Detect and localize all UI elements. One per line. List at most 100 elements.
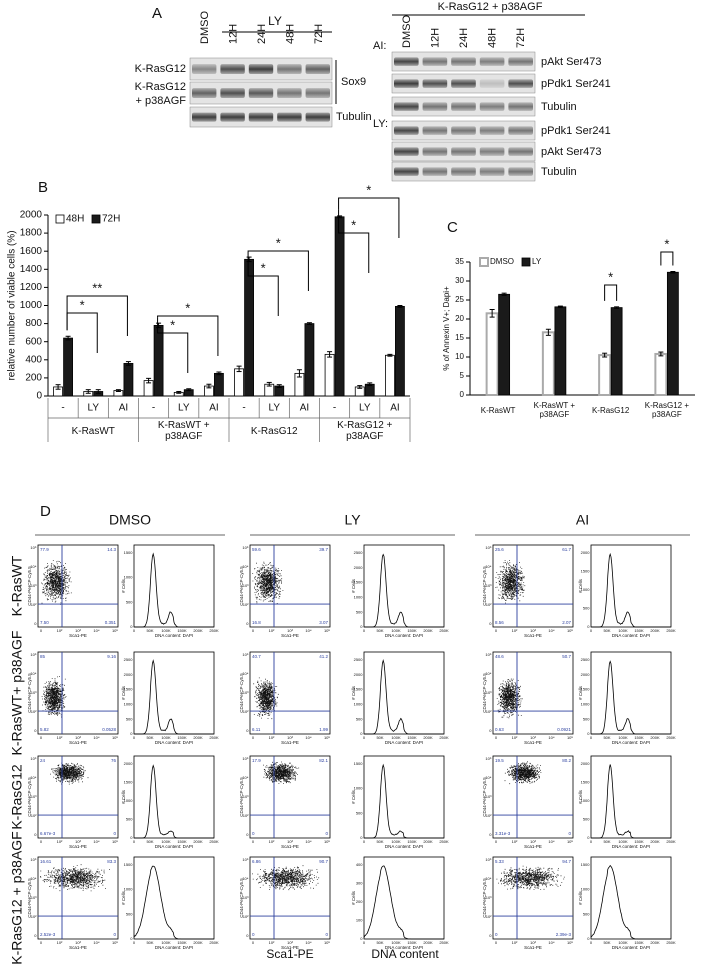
y-tick-label: 15 [455,333,464,342]
scatter-y-tick: 10³ [486,794,492,799]
significance-label: * [366,182,371,197]
hist-x-tick: 0 [363,735,366,740]
group-label-box: K-RasWT [71,425,115,437]
quadrant-value: 0 [252,932,255,937]
scatter-y-label: CD44-PerCP-Cy5.5 [239,673,244,713]
hist-x-label: DNA content: DAPI [385,740,423,745]
hist-x-tick: 50K [146,735,153,740]
scatter-x-tick: 10⁴ [305,735,311,740]
scatter-y-label: CD44-PerCP-Cy5.5 [239,777,244,817]
scatter-y-tick: 10⁵ [485,545,491,550]
scatter-y-tick: 10⁴ [485,564,491,569]
scatter-x-tick: 10² [57,940,63,945]
event-dots [495,560,526,604]
histogram-curve [364,553,444,628]
blot-column-label: 24H [458,28,470,48]
blot-column-label: DMSO [199,11,211,44]
hist-x-tick: 250K [209,735,219,740]
hist-y-tick: 500 [126,817,133,822]
scatter-x-tick: 10² [57,735,63,740]
hist-x-tick: 0 [590,628,593,633]
scatter-y-tick: 10³ [486,690,492,695]
quadrant-value: 5.33 [495,859,504,864]
hist-x-tick: 200K [650,839,660,844]
histogram-curve [364,763,444,839]
blot-band [422,102,448,111]
quadrant-value: 0.351 [105,620,117,625]
hist-y-tick: 1000 [581,587,591,592]
quadrant-value: 0 [325,932,328,937]
scatter-x-tick: 10² [269,940,275,945]
x-tick-label: AI [209,403,218,414]
hist-x-tick: 250K [439,628,449,633]
hist-y-tick: 1500 [124,550,134,555]
blot-band [508,147,533,156]
quadrant-value: 77.9 [40,547,49,552]
scatter-x-tick: 10² [57,839,63,844]
y-tick-label: 600 [25,336,42,347]
scatter-y-tick: 10³ [31,583,37,588]
scatter-y-tick: 10⁴ [485,775,491,780]
scatter-y-tick: 10⁴ [30,876,36,881]
bar [485,312,499,396]
hist-y-label: # Cells [578,890,583,905]
hist-y-tick: 2500 [581,657,591,662]
hist-x-tick: 250K [439,940,449,945]
hist-x-tick: 100K [161,735,171,740]
hist-x-tick: 0 [363,940,366,945]
scatter-x-tick: 10⁵ [324,940,330,945]
blot-row-label: + p38AGF [136,95,187,107]
scatter-y-tick: 10³ [243,583,249,588]
column-header: LY [344,512,361,528]
scatter-y-tick: 0 [246,621,249,626]
x-tick-label: K-RasWT + p38AGF [533,401,576,419]
group-label: K-RasWT [71,425,115,437]
blot-band [422,126,448,135]
hist-y-tick: 1500 [581,687,591,692]
blot-row-label: K-RasG12 [135,63,186,75]
scatter-frame [37,856,119,940]
scatter-x-tick: 0 [252,628,255,633]
scatter-y-tick: 0 [34,933,37,938]
histogram-frame [590,651,672,735]
hist-x-tick: 200K [193,735,203,740]
hist-y-tick: 1500 [354,761,364,766]
scatter-x-tick: 10⁴ [93,940,99,945]
blot-band [479,147,505,156]
scatter-y-label: CD44-PerCP-Cy5.5 [239,878,244,918]
y-tick-label: 10 [455,352,464,361]
hist-x-tick: 200K [193,940,203,945]
scatter-y-tick: 0 [489,933,492,938]
scatter-y-tick: 10³ [243,794,249,799]
quadrant-value: 0 [113,831,116,836]
scatter-x-tick: 10³ [287,940,293,945]
y-tick-label: 1800 [20,228,43,239]
quadrant-value: 39.7 [319,547,328,552]
scatter-x-tick: 10² [269,628,275,633]
bar [153,325,164,397]
y-tick-label: 2000 [20,210,43,221]
hist-y-tick: 1500 [581,862,591,867]
hist-y-tick: 1000 [581,798,591,803]
quadrant-value: 8.56 [495,620,504,625]
bar [304,323,315,397]
scatter-y-tick: 10² [31,914,37,919]
x-tick-label: - [242,403,245,414]
quadrant-value: 59.6 [252,547,261,552]
blot-band [451,102,476,111]
scatter-y-tick: 10⁵ [485,652,491,657]
scatter-frame [492,544,574,628]
hist-x-tick: 250K [439,735,449,740]
hist-x-tick: 50K [376,628,383,633]
hist-x-tick: 100K [391,735,401,740]
scatter-x-tick: 0 [495,735,498,740]
group-label: K-RasG12 + p38AGF [337,420,393,442]
histogram-curve [363,865,444,940]
quadrant-value: 0 [495,932,498,937]
panel-label: B [38,179,48,196]
scatter-x-tick: 10³ [287,839,293,844]
legend-swatch [521,257,531,267]
y-tick-label: 1400 [20,264,43,275]
hist-x-tick: 250K [209,628,219,633]
